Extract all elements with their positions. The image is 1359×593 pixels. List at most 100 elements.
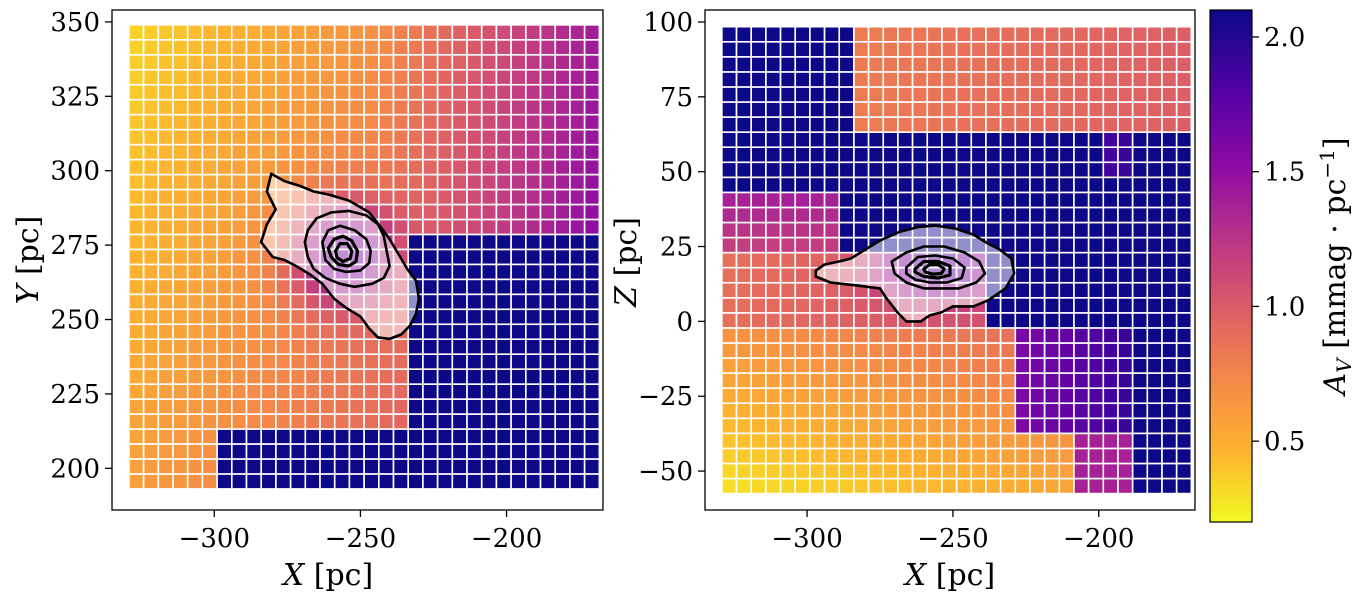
heatmap-cell (1073, 71, 1090, 88)
heatmap-cell (765, 236, 782, 254)
heatmap-cell (583, 308, 601, 326)
heatmap-cell (999, 25, 1017, 43)
y-tick-label: 100 (643, 8, 693, 38)
heatmap-cell (495, 98, 512, 116)
heatmap-cell (1073, 387, 1090, 405)
heatmap-cell (955, 372, 973, 389)
heatmap-cell (480, 218, 498, 236)
heatmap-cell (809, 312, 826, 329)
heatmap-cell (466, 203, 483, 221)
heatmap-cell (128, 39, 145, 56)
heatmap-cell (721, 357, 738, 374)
heatmap-cell (289, 443, 307, 460)
heatmap-cell (436, 158, 454, 176)
heatmap-cell (1043, 387, 1061, 405)
heatmap-cell (172, 383, 189, 400)
heatmap-cell (838, 296, 855, 314)
heatmap-cell (1175, 432, 1193, 450)
heatmap-cell (985, 357, 1002, 374)
heatmap-cell (260, 428, 277, 445)
heatmap-cell (510, 83, 527, 101)
heatmap-cell (1175, 56, 1193, 73)
heatmap-cell (466, 248, 483, 266)
heatmap-cell (245, 98, 263, 116)
heatmap-cell (1161, 146, 1178, 164)
heatmap-cell (539, 158, 557, 176)
heatmap-cell (275, 53, 292, 71)
heatmap-cell (554, 83, 571, 101)
heatmap-cell (1043, 327, 1061, 344)
heatmap-cell (569, 98, 586, 116)
heatmap-cell (539, 248, 557, 266)
heatmap-cell (260, 39, 277, 56)
heatmap-cell (823, 402, 841, 420)
heatmap-cell (911, 161, 929, 179)
heatmap-cell (422, 458, 439, 475)
heatmap-cell (1029, 221, 1046, 239)
heatmap-cell (583, 368, 601, 385)
heatmap-cell (955, 387, 973, 405)
heatmap-cell (1175, 71, 1193, 88)
heatmap-cell (853, 357, 870, 374)
heatmap-cell (392, 113, 410, 131)
heatmap-cell (1058, 56, 1075, 73)
heatmap-cell (926, 462, 943, 480)
heatmap-cell (838, 357, 855, 374)
heatmap-cell (955, 25, 973, 43)
heatmap-cell (378, 158, 395, 176)
heatmap-cell (407, 173, 424, 191)
heatmap-cell (495, 293, 512, 311)
heatmap-cell (304, 398, 321, 415)
heatmap-cell (172, 188, 189, 206)
heatmap-cell (1161, 40, 1178, 58)
heatmap-cell (186, 98, 204, 116)
heatmap-cell (231, 68, 248, 86)
heatmap-cell (392, 68, 410, 86)
heatmap-cell (838, 221, 855, 239)
heatmap-cell (525, 368, 542, 385)
heatmap-cell (838, 56, 855, 73)
heatmap-cell (495, 248, 512, 266)
heatmap-cell (245, 128, 263, 146)
heatmap-cell (897, 176, 914, 194)
heatmap-cell (838, 40, 855, 58)
heatmap-cell (735, 40, 753, 58)
heatmap-cell (304, 24, 321, 41)
heatmap-cell (128, 293, 145, 311)
heatmap-cell (735, 372, 753, 389)
heatmap-cell (1014, 327, 1031, 344)
heatmap-cell (823, 191, 841, 209)
heatmap-cell (216, 173, 233, 191)
heatmap-cell (911, 86, 929, 103)
heatmap-cell (275, 68, 292, 86)
heatmap-cell (765, 387, 782, 405)
heatmap-cell (407, 188, 424, 206)
heatmap-cell (289, 458, 307, 475)
heatmap-cell (999, 40, 1017, 58)
heatmap-cell (422, 68, 439, 86)
heatmap-cell (955, 40, 973, 58)
heatmap-cell (867, 402, 885, 420)
heatmap-cell (201, 24, 218, 41)
heatmap-cell (750, 402, 767, 420)
heatmap-cell (466, 68, 483, 86)
heatmap-cell (480, 323, 498, 341)
heatmap-cell (186, 308, 204, 326)
heatmap-cell (348, 113, 365, 131)
heatmap-cell (779, 251, 797, 269)
heatmap-cell (378, 428, 395, 445)
heatmap-cell (1029, 131, 1046, 148)
heatmap-cell (809, 131, 826, 148)
heatmap-cell (926, 206, 943, 224)
heatmap-cell (882, 56, 899, 73)
heatmap-cell (466, 83, 483, 101)
heatmap-cell (554, 39, 571, 56)
heatmap-cell (289, 278, 307, 296)
heatmap-cell (480, 203, 498, 221)
heatmap-cell (1087, 86, 1105, 103)
heatmap-cell (882, 25, 899, 43)
heatmap-cell (333, 428, 351, 445)
heatmap-cell (510, 248, 527, 266)
heatmap-cell (955, 161, 973, 179)
heatmap-cell (495, 24, 512, 41)
